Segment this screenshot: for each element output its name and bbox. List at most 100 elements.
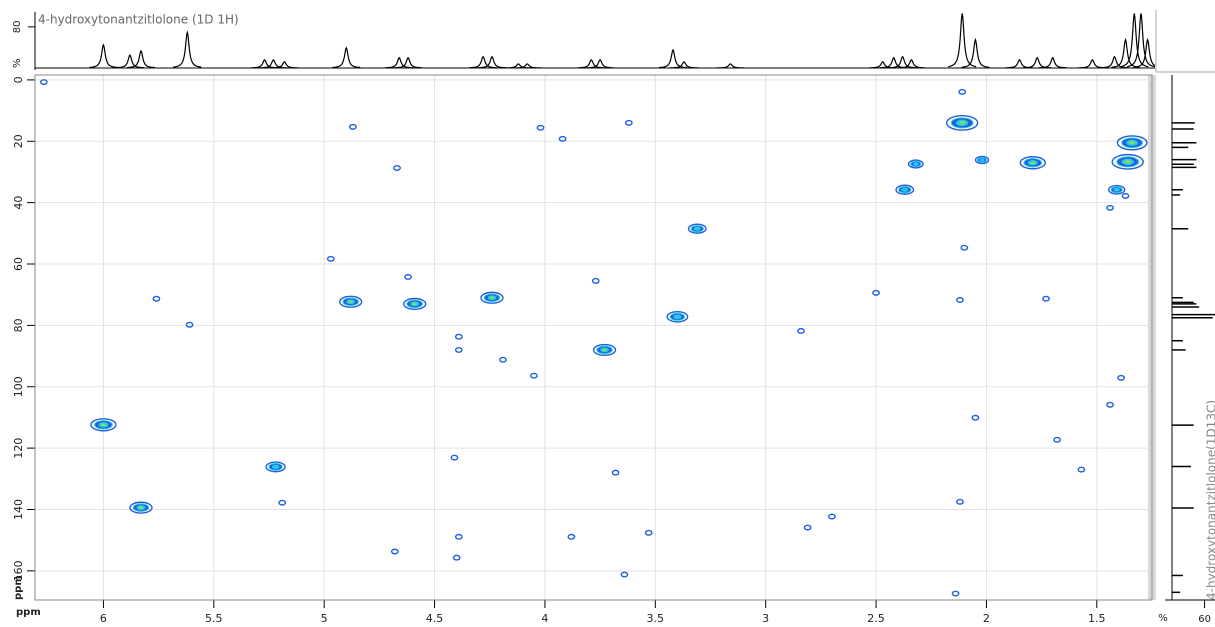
contour bbox=[602, 348, 607, 352]
h-peak bbox=[332, 46, 361, 69]
hsqc-peak bbox=[958, 88, 967, 95]
y-tick-label: 80 bbox=[12, 318, 25, 332]
contour bbox=[958, 88, 967, 95]
y-tick-label: 140 bbox=[12, 499, 25, 520]
contour bbox=[412, 302, 417, 306]
hsqc-peak bbox=[591, 277, 600, 284]
contour bbox=[499, 356, 507, 363]
h-peak bbox=[1120, 13, 1149, 68]
x-tick-label: 6 bbox=[100, 612, 107, 625]
contour bbox=[1077, 466, 1086, 473]
contour bbox=[956, 498, 964, 505]
contour bbox=[1111, 153, 1144, 170]
contour bbox=[1106, 401, 1114, 408]
h-peak bbox=[658, 48, 688, 69]
contour bbox=[624, 119, 633, 126]
hsqc-peak bbox=[956, 498, 964, 505]
contour bbox=[974, 155, 990, 165]
contour bbox=[959, 121, 966, 125]
contour bbox=[687, 223, 707, 234]
contour bbox=[348, 123, 357, 130]
contour bbox=[912, 162, 919, 166]
hsqc-peak bbox=[895, 184, 915, 195]
h-peak bbox=[888, 55, 917, 69]
y-tick-label: 60 bbox=[12, 257, 25, 271]
h-peak bbox=[504, 63, 533, 69]
contour bbox=[872, 289, 880, 296]
hsqc-peak bbox=[402, 297, 427, 311]
contour bbox=[1042, 295, 1050, 302]
hsqc-peak bbox=[480, 291, 504, 304]
axes: 6 5.5 5 4.5 4 3.5 3 2.5 2 1.5 0 20 40 60 80 100 120 140 16… bbox=[12, 12, 1215, 625]
hsqc-peak bbox=[872, 289, 880, 296]
contour bbox=[90, 418, 117, 432]
hsqc-peak bbox=[558, 135, 567, 142]
contour bbox=[591, 277, 600, 284]
hsqc-peak bbox=[278, 499, 287, 506]
hsqc-peak bbox=[611, 469, 620, 476]
h-peak bbox=[716, 63, 745, 69]
hsqc-peak bbox=[1053, 436, 1061, 443]
contour bbox=[402, 297, 427, 311]
hsqc-peak bbox=[499, 356, 507, 363]
contour bbox=[100, 423, 106, 427]
hsqc-peak bbox=[404, 273, 412, 280]
h-peak bbox=[961, 37, 990, 68]
y-tick-label: 160 bbox=[12, 560, 25, 581]
contour bbox=[271, 464, 280, 469]
x-tick-label: 4.5 bbox=[426, 612, 444, 625]
contour bbox=[185, 321, 194, 328]
contour bbox=[404, 273, 412, 280]
contour bbox=[278, 499, 287, 506]
contour bbox=[454, 333, 463, 340]
hsqc-peak bbox=[907, 159, 924, 169]
hsqc-peak bbox=[592, 343, 617, 357]
contour bbox=[693, 226, 701, 231]
contour bbox=[620, 571, 629, 578]
h-peak bbox=[1100, 55, 1129, 69]
h-peak bbox=[89, 43, 118, 68]
hsqc-peak bbox=[687, 223, 707, 234]
h-peak bbox=[385, 56, 414, 69]
hsqc-peak bbox=[666, 310, 689, 323]
contour bbox=[1113, 187, 1120, 192]
contour bbox=[1124, 160, 1131, 164]
contour bbox=[452, 554, 461, 561]
contour bbox=[1107, 184, 1126, 195]
hsqc-peak bbox=[1106, 204, 1114, 211]
contour bbox=[390, 548, 399, 555]
contour bbox=[971, 414, 980, 421]
hsqc-peak bbox=[185, 321, 194, 328]
hsqc-peak bbox=[1121, 192, 1130, 199]
contour bbox=[956, 296, 964, 303]
hsqc-peak bbox=[348, 123, 357, 130]
plot-frame bbox=[34, 74, 1153, 601]
contour bbox=[265, 461, 286, 473]
contour bbox=[338, 295, 363, 308]
contour bbox=[393, 164, 401, 171]
hsqc-peak bbox=[393, 164, 401, 171]
hsqc-peak bbox=[39, 79, 48, 86]
contour bbox=[1117, 374, 1125, 381]
hsqc-peak bbox=[454, 346, 463, 353]
hsqc-peak bbox=[960, 244, 969, 251]
x-tick-label: 1.5 bbox=[1088, 612, 1106, 625]
hsqc-peak bbox=[1107, 184, 1126, 195]
contour bbox=[666, 310, 689, 323]
contour bbox=[1106, 204, 1114, 211]
hsqc-peak bbox=[797, 327, 805, 334]
h-peak bbox=[393, 56, 423, 69]
contour bbox=[39, 79, 48, 86]
h-peak bbox=[1038, 56, 1067, 69]
h-peak bbox=[513, 63, 542, 69]
contour bbox=[152, 295, 161, 302]
hsqc-peak bbox=[390, 548, 399, 555]
contour bbox=[1129, 141, 1136, 145]
h-peak bbox=[127, 49, 155, 69]
h-peak bbox=[669, 61, 699, 69]
contour bbox=[644, 529, 653, 536]
hsqc-peak bbox=[129, 501, 153, 514]
hsqc-peak bbox=[452, 554, 461, 561]
hsqc-peak bbox=[620, 571, 629, 578]
